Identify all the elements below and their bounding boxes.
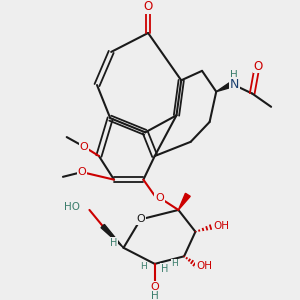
Text: H: H <box>110 238 118 248</box>
Text: H: H <box>171 260 178 268</box>
Text: OH: OH <box>213 221 229 231</box>
Text: O: O <box>136 214 145 224</box>
Text: O: O <box>155 193 164 202</box>
Polygon shape <box>178 193 190 210</box>
Text: H: H <box>140 262 147 271</box>
Text: O: O <box>143 0 153 13</box>
Text: O: O <box>77 167 86 177</box>
Text: H: H <box>151 291 159 300</box>
Text: O: O <box>150 282 159 292</box>
Polygon shape <box>101 224 124 248</box>
Text: HO: HO <box>64 202 80 212</box>
Polygon shape <box>216 82 233 92</box>
Text: H: H <box>230 70 238 80</box>
Text: O: O <box>253 60 262 73</box>
Text: H: H <box>160 264 168 274</box>
Text: OH: OH <box>196 261 212 271</box>
Text: N: N <box>230 78 239 91</box>
Text: O: O <box>80 142 88 152</box>
